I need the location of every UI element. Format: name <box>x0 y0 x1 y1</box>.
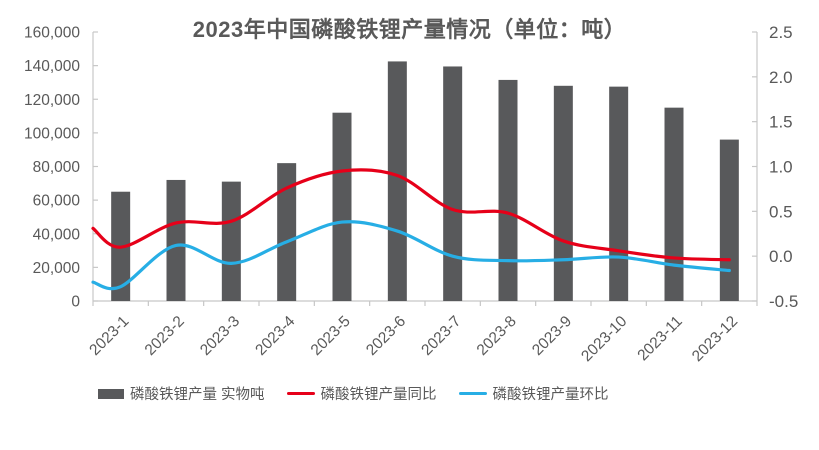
legend-item-mom: 磷酸铁锂产量环比 <box>458 383 609 404</box>
left-axis-label: 120,000 <box>24 92 80 109</box>
bar-2023-2 <box>166 179 186 301</box>
legend-label-production: 磷酸铁锂产量 实物吨 <box>130 387 265 403</box>
right-axis-label: -0.5 <box>769 292 798 311</box>
bar-2023-10 <box>609 86 629 301</box>
x-axis-label: 2023-7 <box>418 313 464 359</box>
chart-legend: 磷酸铁锂产量 实物吨 磷酸铁锂产量同比 磷酸铁锂产量环比 <box>98 383 609 404</box>
x-axis-label: 2023-6 <box>363 313 409 359</box>
left-axis-label: 100,000 <box>24 125 80 142</box>
x-axis-label: 2023-3 <box>197 313 243 359</box>
x-axis-label: 2023-4 <box>252 313 298 359</box>
line-mom <box>91 220 731 291</box>
right-axis-label: 0.5 <box>769 202 793 221</box>
left-axis-label: 40,000 <box>33 226 81 243</box>
right-axis-label: 2.0 <box>769 68 793 87</box>
x-axis-label: 2023-2 <box>142 313 188 359</box>
left-axis-label: 60,000 <box>33 193 81 210</box>
bar-2023-5 <box>332 112 352 301</box>
x-axis-label: 2023-11 <box>634 313 685 364</box>
legend-label-yoy: 磷酸铁锂产量同比 <box>320 387 437 403</box>
x-axis-label: 2023-5 <box>308 313 354 359</box>
line-swatch-yoy-icon <box>286 391 315 396</box>
x-axis-label: 2023-12 <box>689 313 741 365</box>
bar-2023-12 <box>719 139 739 301</box>
line-yoy <box>91 168 731 262</box>
left-axis-label: 140,000 <box>24 58 80 75</box>
x-axis-label: 2023-9 <box>529 313 575 359</box>
bar-2023-8 <box>498 79 518 302</box>
chart-canvas: 160,000 140,000 120,000 100,000 80,000 60,000… <box>24 23 798 366</box>
left-axis-label: 0 <box>71 294 80 311</box>
right-axis-label: 0.0 <box>769 247 793 266</box>
bar-2023-7 <box>443 66 463 301</box>
legend-label-mom: 磷酸铁锂产量环比 <box>492 387 609 403</box>
x-axis-label: 2023-1 <box>86 313 132 359</box>
bar-2023-9 <box>553 85 573 301</box>
bar-2023-6 <box>387 61 407 301</box>
right-axis-label: 1.5 <box>769 113 793 132</box>
legend-item-production: 磷酸铁锂产量 实物吨 <box>98 383 265 404</box>
left-axis-label: 20,000 <box>33 260 81 277</box>
x-axis-label: 2023-8 <box>474 313 520 359</box>
left-axis-label: 80,000 <box>33 159 81 176</box>
bar-swatch-icon <box>98 388 124 399</box>
line-swatch-mom-icon <box>458 391 487 396</box>
bar-2023-4 <box>277 163 297 301</box>
x-axis-label: 2023-10 <box>578 313 631 366</box>
left-axis-label: 160,000 <box>24 25 80 42</box>
chart-title: 2023年中国磷酸铁锂产量情况（单位：吨） <box>192 17 627 42</box>
right-axis-label: 1.0 <box>769 158 793 177</box>
legend-item-yoy: 磷酸铁锂产量同比 <box>286 383 437 404</box>
bar-2023-11 <box>664 107 684 301</box>
right-axis-label: 2.5 <box>769 23 793 42</box>
bar-2023-3 <box>221 181 241 301</box>
